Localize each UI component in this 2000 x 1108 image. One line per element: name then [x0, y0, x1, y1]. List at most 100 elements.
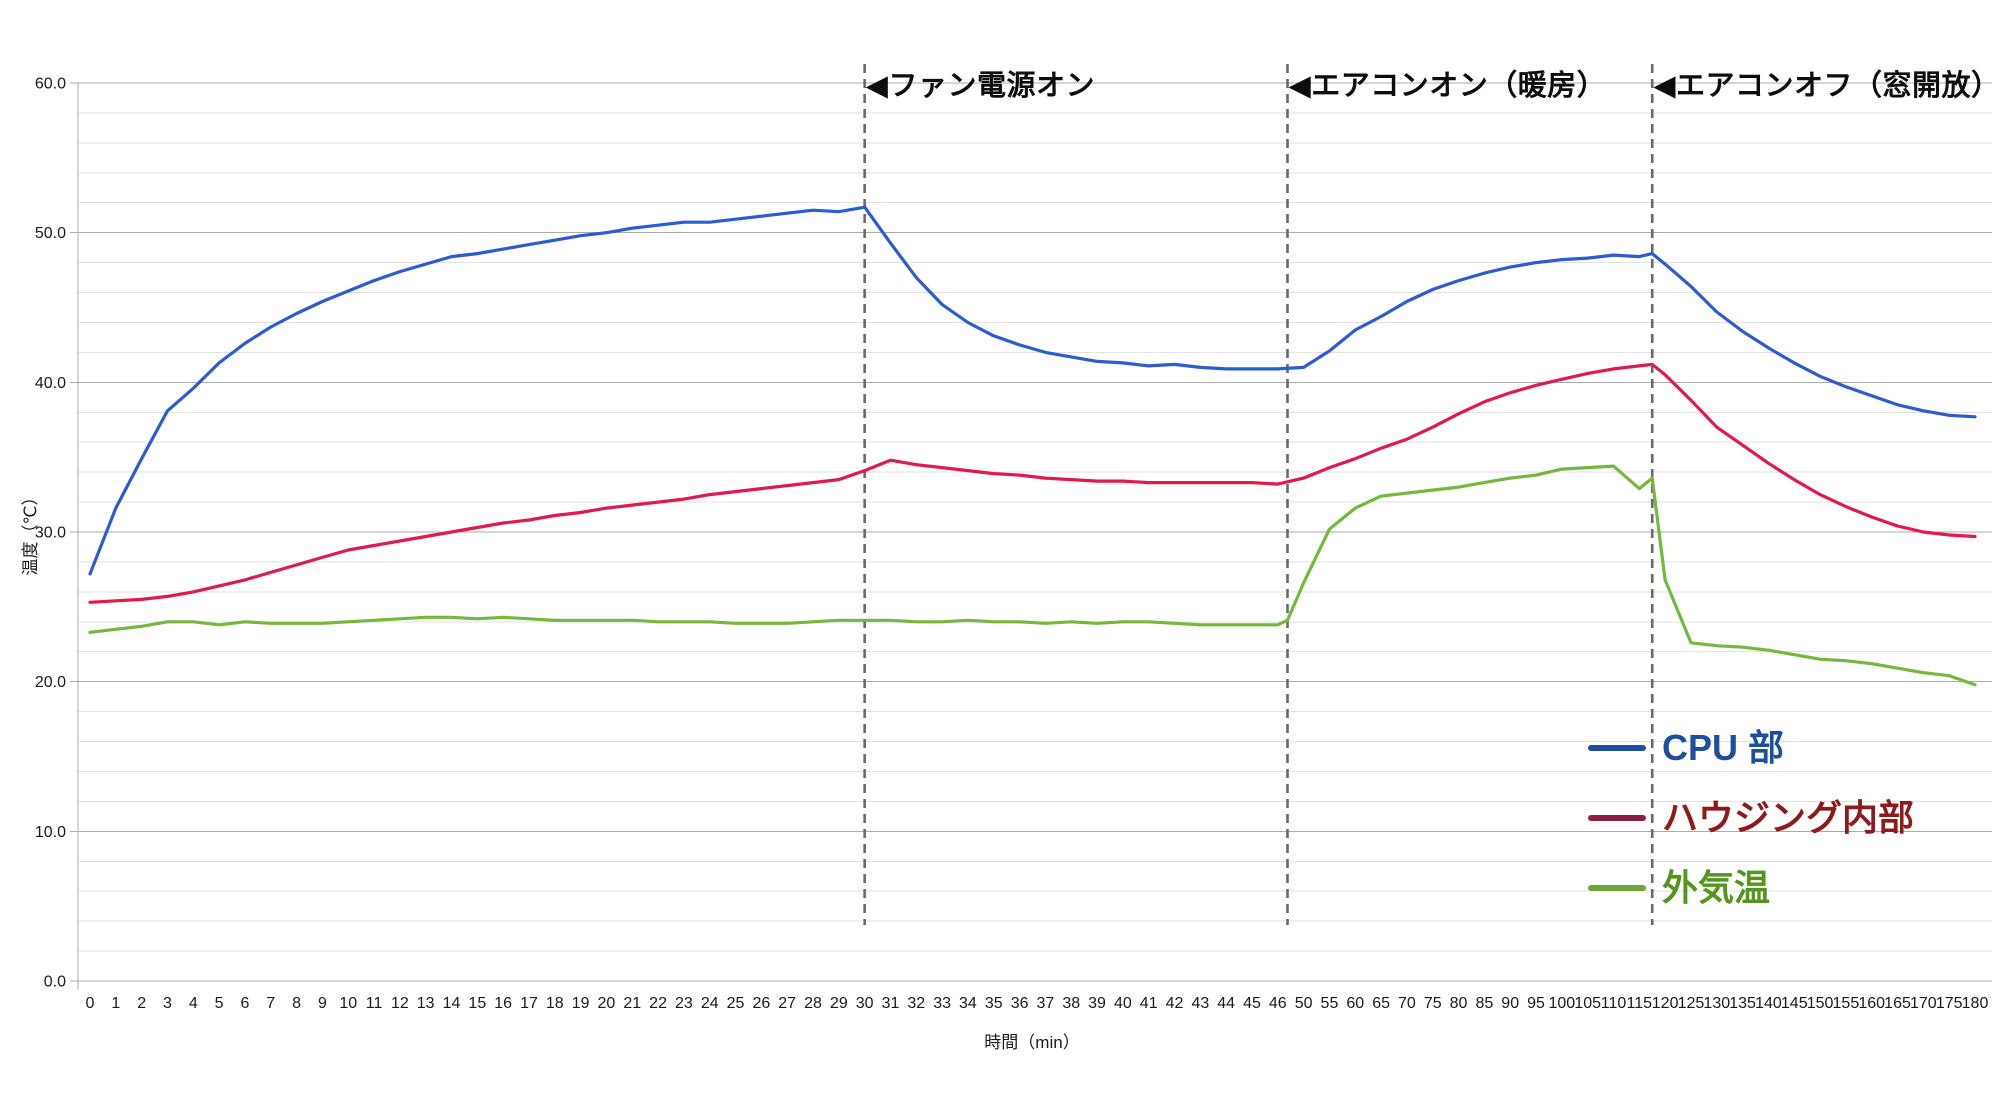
event-lines	[863, 64, 1654, 925]
x-tick-label: 39	[1088, 995, 1106, 1012]
y-tick-label: 20.0	[35, 674, 66, 691]
axes	[77, 83, 1992, 990]
x-tick-label: 130	[1703, 995, 1730, 1012]
series-line-2	[88, 464, 1977, 687]
x-tick-label: 4	[189, 995, 198, 1012]
x-tick-label: 145	[1781, 995, 1808, 1012]
x-tick-label: 170	[1910, 995, 1937, 1012]
y-tick-label: 30.0	[35, 525, 66, 542]
x-tick-label: 7	[266, 995, 275, 1012]
x-tick-label: 18	[546, 995, 564, 1012]
x-tick-label: 9	[318, 995, 327, 1012]
x-tick-label: 0	[86, 995, 95, 1012]
legend-item-cpu: CPU 部	[1588, 726, 1914, 770]
x-tick-label: 160	[1858, 995, 1885, 1012]
gridlines	[70, 82, 1992, 982]
x-tick-label: 21	[623, 995, 641, 1012]
x-tick-label: 95	[1527, 995, 1545, 1012]
x-tick-label: 100	[1548, 995, 1575, 1012]
x-tick-label: 65	[1372, 995, 1390, 1012]
x-tick-label: 155	[1833, 995, 1860, 1012]
x-tick-label: 30	[856, 995, 874, 1012]
x-tick-label: 22	[649, 995, 667, 1012]
x-tick-label: 28	[804, 995, 822, 1012]
x-tick-label: 140	[1755, 995, 1782, 1012]
x-tick-label: 23	[675, 995, 693, 1012]
x-axis-title: 時間（min）	[984, 1033, 1080, 1052]
x-tick-label: 15	[468, 995, 486, 1012]
x-tick-label: 105	[1574, 995, 1601, 1012]
x-tick-label: 2	[137, 995, 146, 1012]
x-tick-label: 55	[1321, 995, 1339, 1012]
series-lines	[88, 205, 1977, 687]
x-tick-label: 6	[240, 995, 249, 1012]
x-tick-label: 24	[701, 995, 719, 1012]
legend-swatch-cpu	[1588, 745, 1646, 751]
x-tick-label: 44	[1217, 995, 1235, 1012]
x-tick-label: 70	[1398, 995, 1416, 1012]
x-tick-label: 12	[391, 995, 409, 1012]
x-tick-labels: 0 1 2 3 4 5 6 7 8 9 10 11 12 13 14 15 16 17 18 19 20 21 22 23 24…	[86, 995, 1989, 1012]
x-tick-label: 11	[366, 995, 383, 1012]
x-tick-label: 125	[1678, 995, 1705, 1012]
x-tick-label: 10	[339, 995, 357, 1012]
series-line-1	[88, 362, 1977, 604]
x-tick-label: 50	[1295, 995, 1313, 1012]
x-tick-label: 60	[1346, 995, 1364, 1012]
x-tick-label: 36	[1011, 995, 1029, 1012]
x-tick-label: 33	[933, 995, 951, 1012]
legend-item-outside: 外気温	[1588, 866, 1914, 910]
x-tick-label: 115	[1627, 995, 1653, 1012]
x-tick-label: 13	[417, 995, 435, 1012]
x-tick-label: 8	[292, 995, 301, 1012]
x-tick-label: 42	[1166, 995, 1184, 1012]
x-tick-label: 90	[1501, 995, 1519, 1012]
x-tick-label: 32	[907, 995, 925, 1012]
event-annotation-fan-on: ◀ファン電源オン	[865, 70, 1095, 102]
chart-legend: CPU 部 ハウジング内部 外気温	[1588, 726, 1914, 936]
x-tick-label: 34	[959, 995, 977, 1012]
x-tick-label: 19	[572, 995, 590, 1012]
x-tick-label: 29	[830, 995, 848, 1012]
legend-swatch-outside	[1588, 885, 1646, 891]
x-tick-label: 5	[215, 995, 224, 1012]
x-tick-label: 38	[1062, 995, 1080, 1012]
x-tick-label: 37	[1037, 995, 1055, 1012]
x-tick-label: 41	[1140, 995, 1158, 1012]
x-tick-label: 75	[1424, 995, 1442, 1012]
x-tick-label: 35	[985, 995, 1003, 1012]
legend-swatch-housing	[1588, 815, 1646, 821]
x-tick-label: 165	[1884, 995, 1911, 1012]
x-tick-label: 180	[1962, 995, 1989, 1012]
y-axis-title: 温度（℃）	[21, 488, 40, 576]
x-tick-label: 40	[1114, 995, 1132, 1012]
x-tick-label: 14	[443, 995, 461, 1012]
legend-label-cpu: CPU 部	[1662, 727, 1785, 768]
x-tick-label: 17	[520, 995, 538, 1012]
y-tick-label: 60.0	[35, 76, 66, 93]
series-line-0	[88, 205, 1977, 576]
y-tick-label: 0.0	[44, 974, 66, 991]
legend-label-housing: ハウジング内部	[1662, 797, 1915, 838]
x-tick-label: 31	[882, 995, 900, 1012]
y-tick-label: 40.0	[35, 375, 66, 392]
x-tick-label: 120	[1652, 995, 1679, 1012]
x-tick-label: 175	[1936, 995, 1963, 1012]
event-annotation-aircon-off: ◀エアコンオフ（窓開放）	[1653, 70, 2000, 102]
x-tick-label: 26	[752, 995, 770, 1012]
y-tick-label: 10.0	[35, 824, 66, 841]
x-tick-label: 150	[1807, 995, 1834, 1012]
event-annotation-aircon-on: ◀エアコンオン（暖房）	[1288, 70, 1607, 102]
x-tick-label: 16	[494, 995, 512, 1012]
x-tick-label: 3	[163, 995, 172, 1012]
x-tick-label: 110	[1601, 995, 1627, 1012]
x-tick-label: 27	[778, 995, 796, 1012]
x-tick-label: 80	[1450, 995, 1468, 1012]
x-tick-label: 25	[727, 995, 745, 1012]
x-tick-label: 45	[1243, 995, 1261, 1012]
y-tick-label: 50.0	[35, 225, 66, 242]
legend-item-housing: ハウジング内部	[1588, 796, 1914, 840]
x-tick-label: 85	[1475, 995, 1493, 1012]
